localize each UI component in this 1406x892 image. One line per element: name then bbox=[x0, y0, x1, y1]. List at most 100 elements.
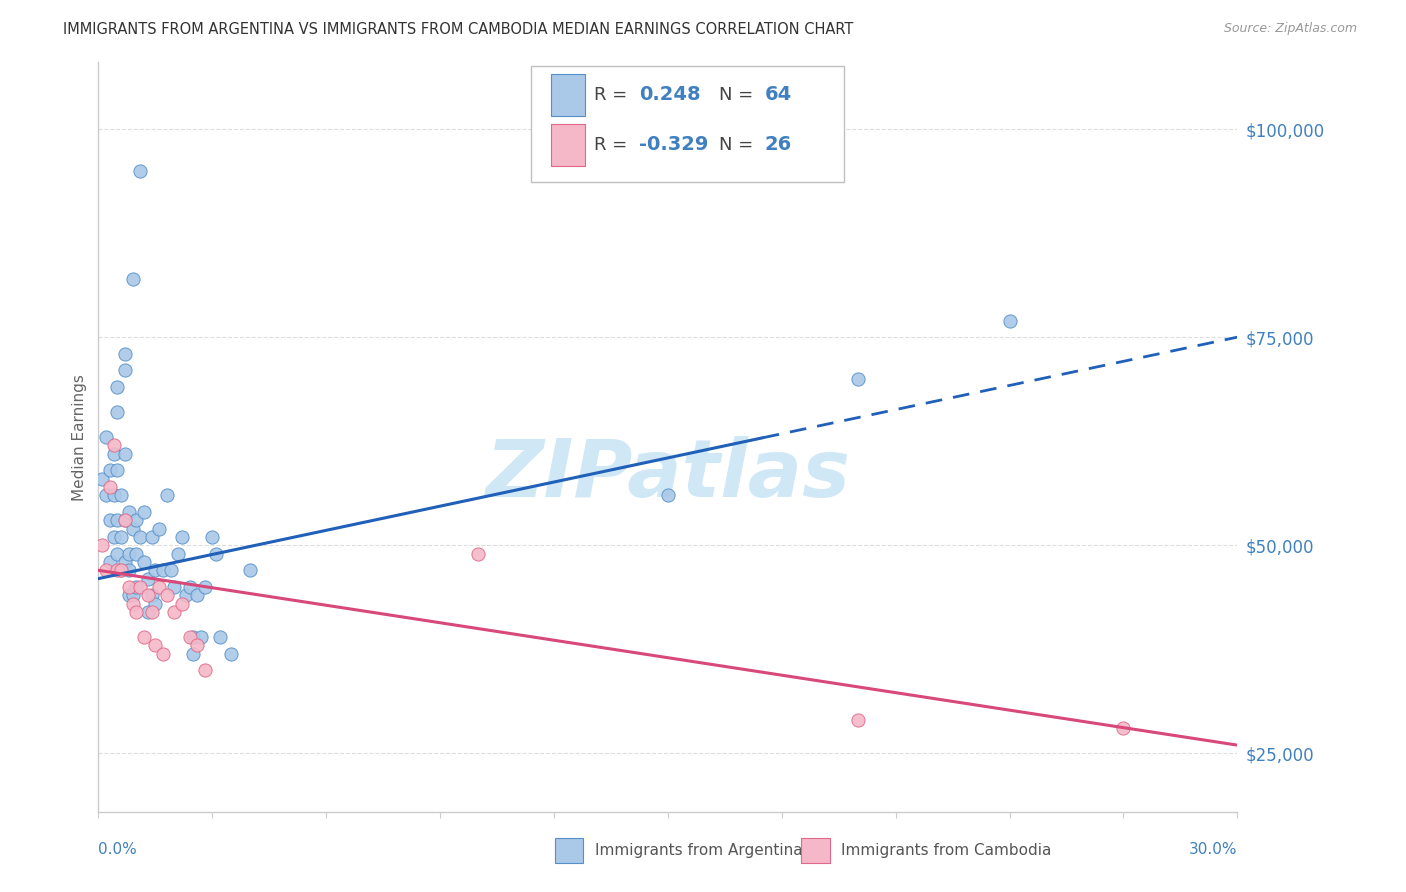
Text: 0.0%: 0.0% bbox=[98, 842, 138, 857]
Point bbox=[98, 480, 121, 494]
Point bbox=[103, 438, 125, 452]
Y-axis label: Median Earnings: Median Earnings bbox=[72, 374, 87, 500]
Point bbox=[208, 630, 231, 644]
Point bbox=[107, 563, 129, 577]
Point bbox=[129, 163, 152, 178]
Point bbox=[194, 663, 217, 677]
Point bbox=[110, 563, 132, 577]
Point bbox=[205, 547, 228, 561]
Point bbox=[141, 588, 163, 602]
Point bbox=[141, 605, 163, 619]
Point bbox=[94, 488, 117, 502]
Bar bbox=[551, 124, 585, 166]
Point bbox=[98, 555, 121, 569]
Point bbox=[156, 488, 179, 502]
Point bbox=[170, 530, 193, 544]
Point bbox=[170, 597, 193, 611]
Text: 0.248: 0.248 bbox=[640, 86, 702, 104]
Point bbox=[163, 580, 186, 594]
Text: 26: 26 bbox=[765, 136, 792, 154]
Point bbox=[179, 580, 201, 594]
Bar bbox=[551, 74, 585, 116]
Text: Immigrants from Cambodia: Immigrants from Cambodia bbox=[841, 844, 1052, 858]
Point bbox=[107, 547, 129, 561]
Point bbox=[221, 647, 243, 661]
Point bbox=[186, 588, 208, 602]
Point bbox=[107, 405, 129, 419]
Text: 30.0%: 30.0% bbox=[1189, 842, 1237, 857]
Text: N =: N = bbox=[718, 136, 759, 154]
Point bbox=[998, 313, 1021, 327]
Point bbox=[121, 588, 143, 602]
Point bbox=[167, 547, 190, 561]
Point bbox=[118, 580, 141, 594]
Point bbox=[467, 547, 489, 561]
Point bbox=[98, 513, 121, 527]
Point bbox=[194, 580, 217, 594]
Point bbox=[179, 630, 201, 644]
Point bbox=[1112, 722, 1135, 736]
Point bbox=[190, 630, 212, 644]
Point bbox=[125, 513, 148, 527]
Point bbox=[91, 472, 114, 486]
Point bbox=[239, 563, 262, 577]
Text: IMMIGRANTS FROM ARGENTINA VS IMMIGRANTS FROM CAMBODIA MEDIAN EARNINGS CORRELATIO: IMMIGRANTS FROM ARGENTINA VS IMMIGRANTS … bbox=[63, 22, 853, 37]
Text: ZIPatlas: ZIPatlas bbox=[485, 435, 851, 514]
Point bbox=[174, 588, 197, 602]
Point bbox=[121, 522, 143, 536]
Point bbox=[148, 580, 170, 594]
Text: 64: 64 bbox=[765, 86, 792, 104]
Point bbox=[121, 272, 143, 286]
Point bbox=[132, 505, 155, 519]
Point bbox=[145, 638, 167, 652]
Point bbox=[114, 555, 136, 569]
Point bbox=[94, 563, 117, 577]
Text: R =: R = bbox=[593, 86, 633, 104]
Point bbox=[125, 547, 148, 561]
Point bbox=[94, 430, 117, 444]
Point bbox=[141, 530, 163, 544]
Point bbox=[121, 597, 143, 611]
Point bbox=[118, 588, 141, 602]
Point bbox=[125, 580, 148, 594]
Point bbox=[125, 605, 148, 619]
Point bbox=[118, 505, 141, 519]
Point bbox=[114, 447, 136, 461]
Point bbox=[148, 522, 170, 536]
Point bbox=[91, 538, 114, 552]
Point bbox=[103, 530, 125, 544]
Point bbox=[107, 380, 129, 394]
Point bbox=[129, 580, 152, 594]
Point bbox=[152, 563, 174, 577]
Text: N =: N = bbox=[718, 86, 759, 104]
Point bbox=[107, 463, 129, 477]
Point bbox=[163, 605, 186, 619]
Point bbox=[145, 597, 167, 611]
Point bbox=[156, 588, 179, 602]
Point bbox=[132, 555, 155, 569]
Point bbox=[159, 563, 181, 577]
Point bbox=[201, 530, 224, 544]
Point bbox=[114, 363, 136, 377]
Point bbox=[103, 488, 125, 502]
Text: R =: R = bbox=[593, 136, 633, 154]
Text: Immigrants from Argentina: Immigrants from Argentina bbox=[595, 844, 803, 858]
Point bbox=[846, 372, 869, 386]
Point bbox=[118, 547, 141, 561]
Point bbox=[846, 713, 869, 727]
Text: Source: ZipAtlas.com: Source: ZipAtlas.com bbox=[1223, 22, 1357, 36]
Point bbox=[136, 605, 159, 619]
Point bbox=[110, 488, 132, 502]
Point bbox=[114, 513, 136, 527]
Point bbox=[152, 647, 174, 661]
Point bbox=[132, 630, 155, 644]
Point bbox=[183, 647, 205, 661]
Point bbox=[114, 513, 136, 527]
Point bbox=[145, 563, 167, 577]
Point bbox=[107, 513, 129, 527]
Point bbox=[136, 572, 159, 586]
Point bbox=[657, 488, 679, 502]
FancyBboxPatch shape bbox=[531, 66, 845, 182]
Point bbox=[98, 463, 121, 477]
Point bbox=[136, 588, 159, 602]
